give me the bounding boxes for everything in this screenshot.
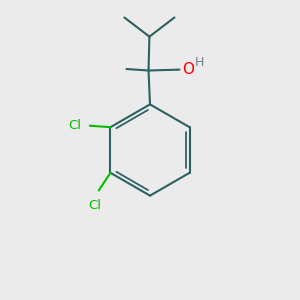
Text: H: H [195,56,204,69]
Text: Cl: Cl [68,119,81,132]
Text: Cl: Cl [88,199,101,212]
Text: O: O [182,62,194,77]
